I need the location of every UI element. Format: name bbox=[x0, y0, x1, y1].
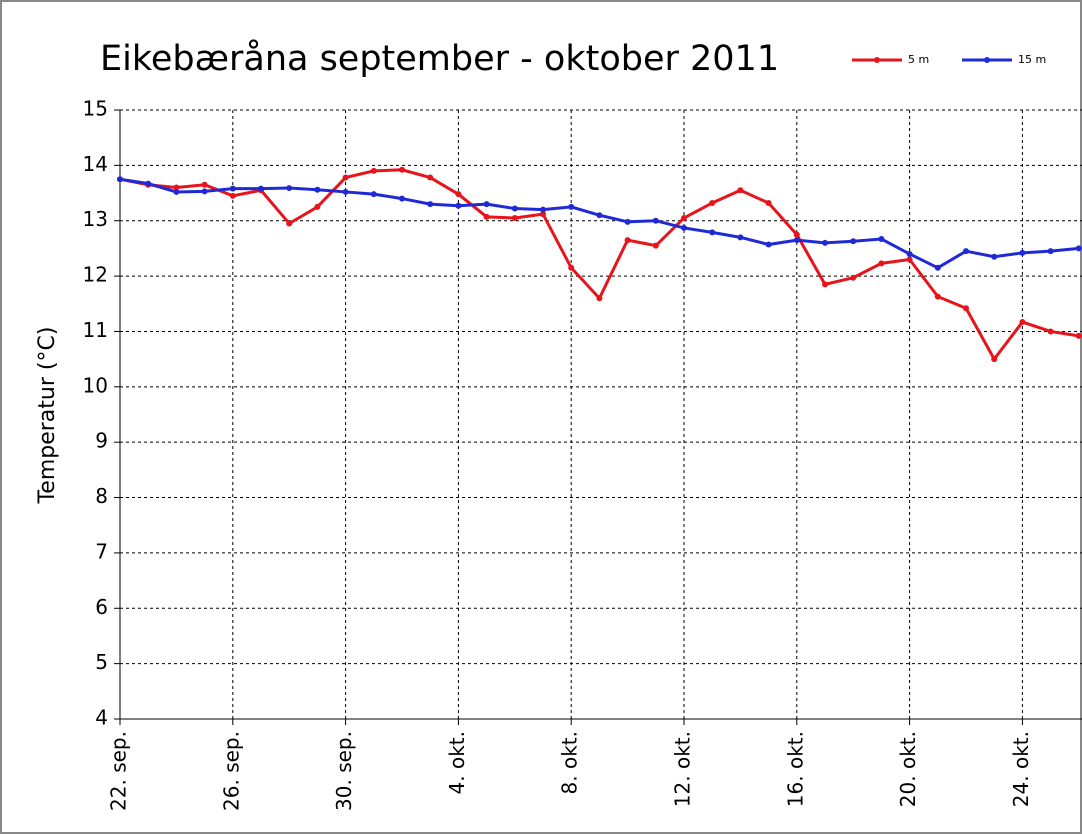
data-point bbox=[258, 185, 264, 192]
y-tick-label: 14 bbox=[83, 152, 108, 176]
data-point bbox=[370, 191, 377, 198]
data-point bbox=[850, 238, 857, 245]
x-tick-label: 16. okt. bbox=[783, 731, 807, 807]
y-tick-label: 13 bbox=[83, 207, 108, 231]
x-tick-label: 8. okt. bbox=[558, 731, 582, 794]
data-point bbox=[568, 264, 575, 271]
data-point bbox=[201, 188, 208, 195]
data-point bbox=[1019, 319, 1026, 326]
x-tick-label: 30. sep. bbox=[332, 731, 356, 811]
data-point bbox=[709, 229, 716, 236]
data-point bbox=[991, 356, 998, 363]
data-point bbox=[455, 191, 462, 198]
data-point bbox=[793, 237, 800, 244]
y-tick-label: 4 bbox=[95, 706, 108, 730]
data-point bbox=[624, 237, 631, 244]
data-point bbox=[906, 250, 913, 257]
data-point bbox=[793, 231, 800, 238]
data-point bbox=[314, 186, 321, 193]
y-tick-label: 9 bbox=[95, 429, 108, 453]
data-point bbox=[878, 235, 885, 242]
data-point bbox=[934, 264, 941, 271]
data-point bbox=[173, 184, 180, 191]
data-point bbox=[173, 188, 180, 195]
data-point bbox=[145, 180, 152, 187]
data-point bbox=[201, 181, 208, 188]
data-point bbox=[399, 195, 405, 202]
data-point bbox=[568, 203, 575, 210]
legend-label: 5 m bbox=[908, 53, 929, 66]
y-tick-label: 6 bbox=[95, 595, 108, 619]
x-tick-label: 4. okt. bbox=[445, 731, 469, 794]
data-point bbox=[229, 192, 236, 199]
data-point bbox=[286, 185, 293, 192]
data-point bbox=[483, 213, 490, 220]
data-point bbox=[709, 200, 716, 207]
data-point bbox=[652, 217, 659, 224]
data-point bbox=[286, 220, 293, 227]
data-point bbox=[765, 241, 772, 248]
data-point bbox=[681, 224, 687, 231]
data-point bbox=[1075, 332, 1082, 339]
data-point bbox=[822, 281, 828, 288]
data-point bbox=[540, 211, 546, 218]
data-point bbox=[737, 187, 744, 194]
data-point bbox=[624, 218, 631, 225]
data-point bbox=[1019, 249, 1026, 256]
y-axis-label: Temperatur (°C) bbox=[35, 327, 60, 505]
legend-label: 15 m bbox=[1018, 53, 1046, 66]
x-tick-label: 22. sep. bbox=[107, 731, 131, 811]
data-point bbox=[370, 167, 377, 174]
data-point bbox=[1075, 245, 1082, 252]
data-point bbox=[934, 293, 941, 300]
legend-marker bbox=[984, 57, 990, 63]
data-point bbox=[455, 202, 462, 209]
legend-marker bbox=[874, 57, 880, 63]
x-tick-label: 26. sep. bbox=[219, 731, 243, 811]
data-point bbox=[878, 260, 885, 267]
data-point bbox=[511, 205, 518, 212]
data-point bbox=[963, 305, 969, 312]
data-point bbox=[850, 274, 857, 281]
data-point bbox=[229, 185, 236, 192]
data-point bbox=[427, 174, 434, 181]
data-point bbox=[906, 256, 913, 263]
data-point bbox=[681, 214, 687, 221]
y-tick-label: 8 bbox=[95, 484, 108, 508]
chart-title: Eikebæråna september - oktober 2011 bbox=[100, 38, 779, 79]
data-point bbox=[314, 203, 321, 210]
data-point bbox=[427, 201, 434, 208]
y-tick-label: 11 bbox=[83, 318, 108, 342]
data-point bbox=[963, 248, 969, 255]
y-tick-label: 15 bbox=[83, 97, 108, 121]
data-point bbox=[117, 176, 123, 183]
data-point bbox=[737, 234, 744, 241]
data-point bbox=[652, 242, 659, 249]
data-point bbox=[342, 174, 349, 181]
data-point bbox=[1047, 328, 1054, 335]
y-tick-label: 5 bbox=[95, 650, 108, 674]
data-point bbox=[1047, 248, 1054, 255]
data-point bbox=[540, 206, 546, 213]
y-tick-label: 10 bbox=[83, 373, 108, 397]
data-point bbox=[483, 201, 490, 208]
data-point bbox=[765, 200, 772, 207]
y-tick-label: 7 bbox=[95, 539, 108, 563]
x-tick-label: 20. okt. bbox=[896, 731, 920, 807]
data-point bbox=[511, 214, 518, 221]
y-tick-label: 12 bbox=[83, 263, 108, 287]
data-point bbox=[399, 166, 405, 173]
data-point bbox=[342, 188, 349, 195]
data-point bbox=[822, 239, 828, 246]
data-point bbox=[596, 295, 603, 302]
x-tick-label: 12. okt. bbox=[671, 731, 695, 807]
data-point bbox=[991, 253, 998, 260]
x-tick-label: 24. okt. bbox=[1009, 731, 1033, 807]
data-point bbox=[596, 212, 603, 219]
